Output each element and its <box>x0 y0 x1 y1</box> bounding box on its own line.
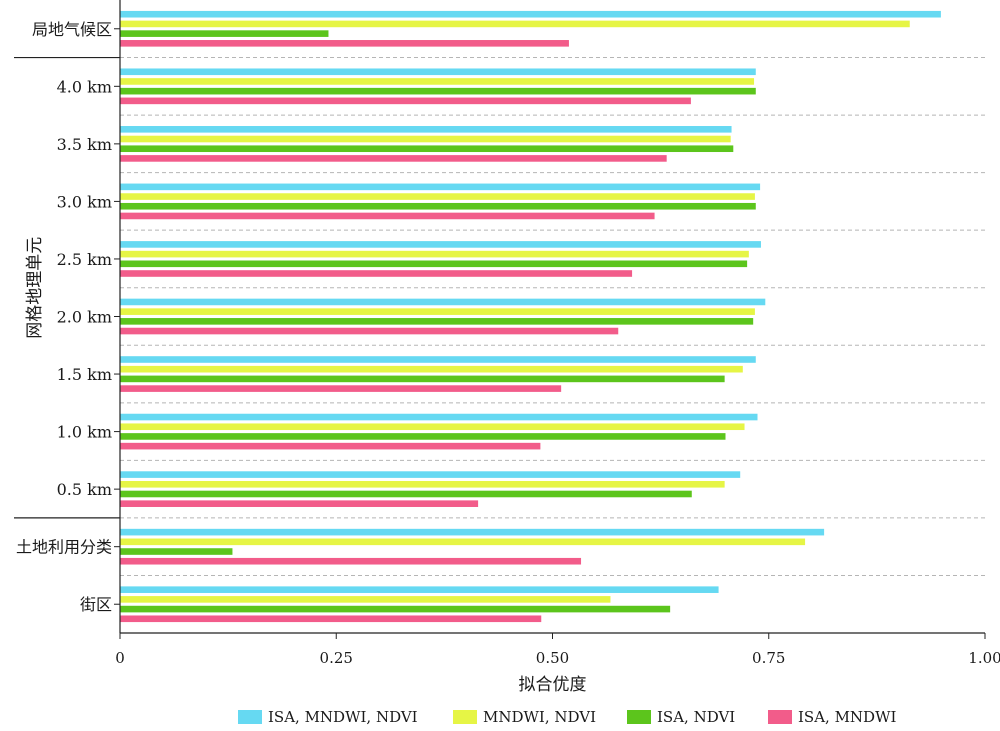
bar-1-2 <box>120 135 731 143</box>
legend-swatch <box>627 710 651 724</box>
legend-label: ISA, MNDWI, NDVI <box>268 708 418 726</box>
category-label: 1.5 km <box>57 365 112 384</box>
bar-3-2 <box>120 155 667 162</box>
legend-swatch <box>768 710 792 724</box>
bar-3-1 <box>120 97 691 105</box>
x-tick-label: 0.25 <box>320 649 353 667</box>
bar-1-5 <box>120 308 755 315</box>
category-label: 局地气候区 <box>32 20 112 39</box>
legend-label: ISA, NDVI <box>657 708 735 726</box>
category-label: 2.0 km <box>57 308 112 327</box>
category-label: 土地利用分类 <box>16 538 112 557</box>
x-tick-label: 1.00 <box>968 649 1000 667</box>
x-tick-label: 0.75 <box>752 649 785 667</box>
bar-3-6 <box>120 385 562 392</box>
bar-0-0 <box>120 10 941 18</box>
bar-2-10 <box>120 605 671 613</box>
bar-3-9 <box>120 557 582 565</box>
category-label: 0.5 km <box>57 480 112 499</box>
bar-1-4 <box>120 250 749 258</box>
x-tick-label: 0 <box>115 649 125 667</box>
category-label: 街区 <box>80 595 112 614</box>
bar-2-5 <box>120 318 754 325</box>
bar-3-3 <box>120 212 655 220</box>
bar-3-0 <box>120 40 569 47</box>
x-tick-label: 0.50 <box>536 649 569 667</box>
bar-1-9 <box>120 538 806 546</box>
group-title: 网格地理单元 <box>25 237 45 339</box>
legend-label: MNDWI, NDVI <box>483 708 596 726</box>
bar-1-7 <box>120 423 745 431</box>
bar-0-7 <box>120 413 758 421</box>
bar-1-10 <box>120 596 611 603</box>
bar-0-1 <box>120 68 756 76</box>
bar-0-9 <box>120 528 825 536</box>
bar-0-3 <box>120 183 761 191</box>
bar-3-8 <box>120 500 479 507</box>
bar-2-3 <box>120 202 756 210</box>
bar-2-9 <box>120 548 233 555</box>
category-label: 3.0 km <box>57 192 112 211</box>
bar-3-4 <box>120 270 633 277</box>
bar-1-1 <box>120 78 755 85</box>
bar-2-8 <box>120 490 692 498</box>
bar-0-10 <box>120 586 719 593</box>
bar-0-5 <box>120 298 766 306</box>
bar-1-8 <box>120 480 725 488</box>
bar-3-5 <box>120 327 619 335</box>
bar-3-10 <box>120 615 542 623</box>
bar-2-0 <box>120 30 329 37</box>
category-label: 2.5 km <box>57 250 112 269</box>
bar-0-6 <box>120 356 756 363</box>
bar-0-8 <box>120 471 741 478</box>
x-axis-title: 拟合优度 <box>519 675 587 695</box>
bar-3-7 <box>120 442 541 450</box>
category-label: 3.5 km <box>57 135 112 154</box>
bar-0-4 <box>120 241 761 248</box>
bar-2-6 <box>120 375 725 383</box>
bar-2-7 <box>120 433 726 440</box>
bar-0-2 <box>120 126 732 133</box>
legend-swatch <box>238 710 262 724</box>
bar-1-6 <box>120 365 743 373</box>
bar-1-3 <box>120 193 755 200</box>
bar-2-1 <box>120 87 756 95</box>
category-label: 1.0 km <box>57 423 112 442</box>
legend-label: ISA, MNDWI <box>798 708 896 726</box>
bar-2-2 <box>120 145 734 153</box>
legend-swatch <box>453 710 477 724</box>
bar-1-0 <box>120 20 910 28</box>
bar-2-4 <box>120 260 748 268</box>
category-label: 4.0 km <box>57 77 112 96</box>
